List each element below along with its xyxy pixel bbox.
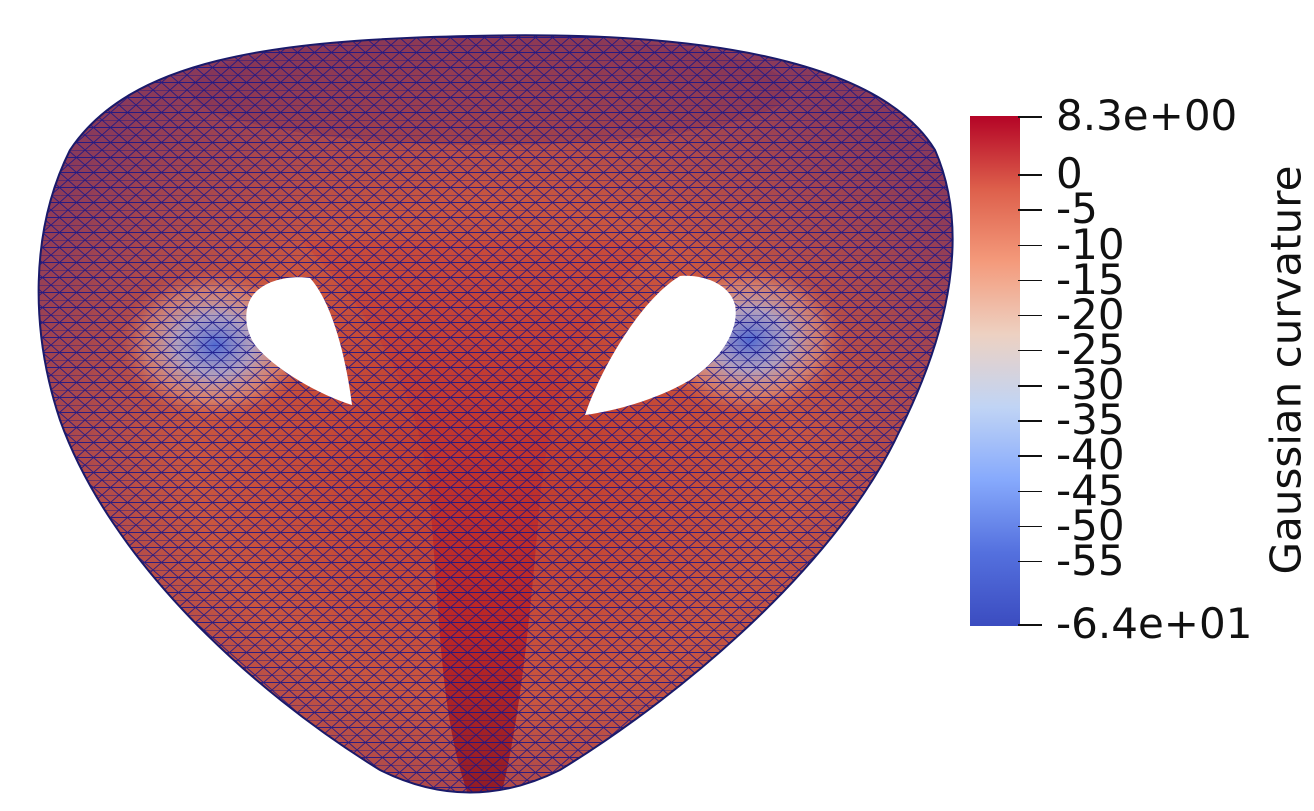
- colorbar-tick-min: [1018, 624, 1042, 626]
- colorbar-title: Gaussian curvature: [1261, 165, 1311, 575]
- colorbar-tick: [1018, 455, 1042, 457]
- colorbar-tick: [1018, 490, 1042, 492]
- colorbar-tick-label: -10: [1056, 219, 1125, 269]
- colorbar-tick: [1018, 279, 1042, 282]
- colorbar-tick: [1018, 314, 1042, 317]
- colorbar-tick-label: -15: [1056, 254, 1125, 304]
- colorbar-tick: [1018, 525, 1042, 528]
- colorbar-tick-label: -45: [1056, 465, 1125, 515]
- colorbar-tick-label: 0: [1056, 149, 1083, 199]
- colorbar-tick-label: -55: [1056, 535, 1125, 585]
- colorbar-tick-max: [1018, 116, 1042, 118]
- colorbar-max-label: 8.3e+00: [1056, 91, 1238, 140]
- left-hole: [246, 277, 352, 405]
- surface-body: [37, 34, 954, 794]
- right-hole: [585, 275, 736, 415]
- colorbar-tick-label: -5: [1056, 184, 1098, 234]
- colorbar-tick: [1018, 244, 1042, 247]
- colorbar-tick-label: -30: [1056, 360, 1125, 410]
- colorbar-tick: [1018, 420, 1042, 422]
- colorbar-tick-label: -35: [1056, 395, 1125, 445]
- colorbar-tick: [1018, 209, 1042, 211]
- colorbar-tick: [1018, 174, 1042, 176]
- colorbar-tick: [1018, 349, 1042, 352]
- colorbar-tick-label: -25: [1056, 324, 1125, 374]
- colorbar-tick-label: -40: [1056, 430, 1125, 480]
- colorbar-tick: [1018, 385, 1042, 387]
- colorbar-gradient: [970, 116, 1020, 626]
- colorbar-tick: [1018, 560, 1042, 563]
- colorbar-tick-label: -20: [1056, 289, 1125, 339]
- colorbar-min-label: -6.4e+01: [1056, 599, 1253, 648]
- colorbar-tick-label: -50: [1056, 500, 1125, 550]
